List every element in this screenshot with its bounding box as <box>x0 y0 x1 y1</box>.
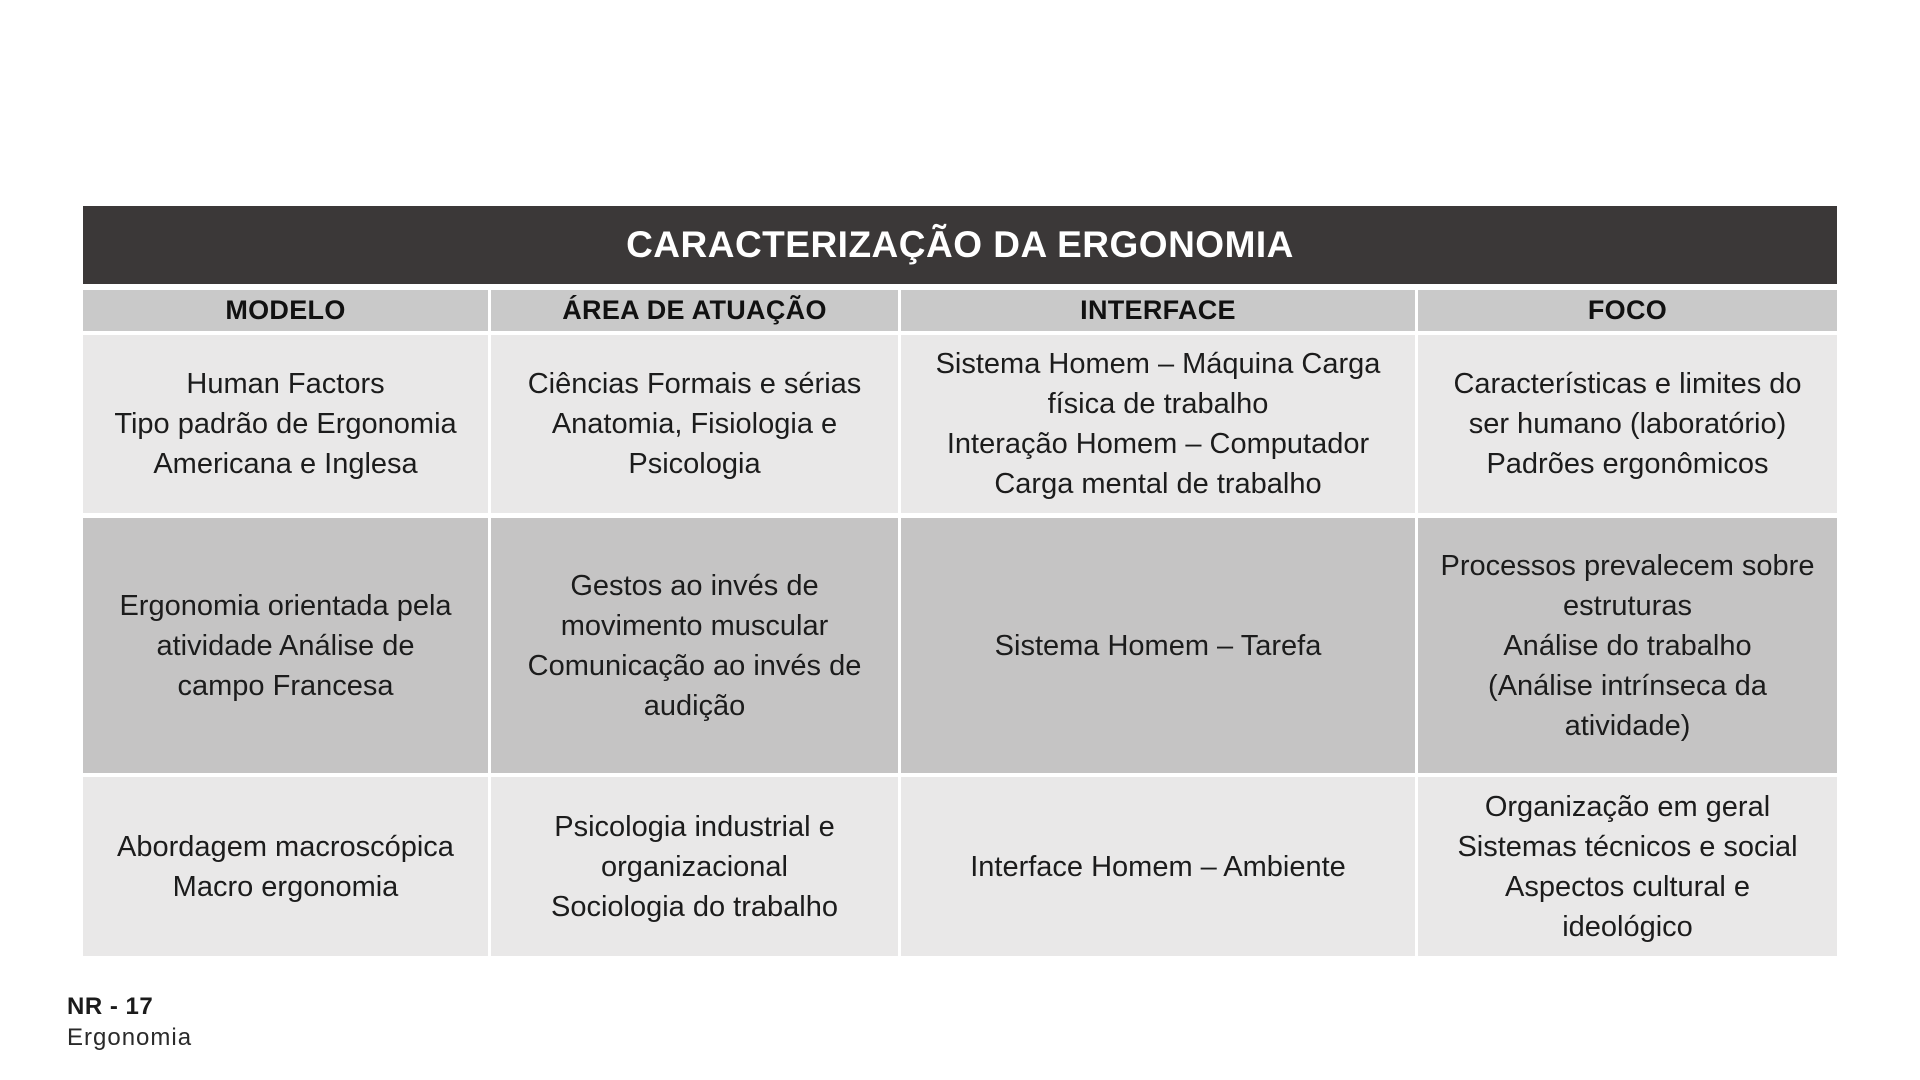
table-header-row: MODELO ÁREA DE ATUAÇÃO INTERFACE FOCO <box>83 290 1837 331</box>
cell-text: Gestos ao invés de movimento muscular Co… <box>527 569 862 722</box>
table-cell-foco: Características e limites do ser humano … <box>1418 335 1837 513</box>
cell-text: Abordagem macroscópica Macro ergonomia <box>117 830 454 903</box>
cell-text: Processos prevalecem sobre estruturas An… <box>1440 549 1815 742</box>
table-cell-area: Ciências Formais e sérias Anatomia, Fisi… <box>491 335 898 513</box>
table-row: Ergonomia orientada pela atividade Análi… <box>83 518 1837 773</box>
column-header-label: MODELO <box>225 295 346 325</box>
table-cell-interface: Sistema Homem – Tarefa <box>901 518 1415 773</box>
cell-text: Características e limites do ser humano … <box>1453 368 1802 480</box>
slide-footer: NR - 17 Ergonomia <box>67 992 192 1052</box>
table-cell-modelo: Human Factors Tipo padrão de Ergonomia A… <box>83 335 488 513</box>
footer-nr-label: NR - 17 <box>67 993 154 1020</box>
column-header-label: FOCO <box>1587 295 1668 325</box>
table-cell-modelo: Abordagem macroscópica Macro ergonomia <box>83 777 488 956</box>
table-cell-area: Gestos ao invés de movimento muscular Co… <box>491 518 898 773</box>
table-title: CARACTERIZAÇÃO DA ERGONOMIA <box>626 224 1294 265</box>
cell-text: Ergonomia orientada pela atividade Análi… <box>119 589 452 702</box>
table-row: Human Factors Tipo padrão de Ergonomia A… <box>83 335 1837 513</box>
footer-subtitle: Ergonomia <box>67 1024 193 1051</box>
cell-text: Psicologia industrial e organizacional S… <box>551 810 838 923</box>
table-row: Abordagem macroscópica Macro ergonomia P… <box>83 777 1837 956</box>
column-header-interface: INTERFACE <box>901 290 1415 331</box>
cell-text: Organização em geral Sistemas técnicos e… <box>1457 790 1798 943</box>
table-cell-interface: Interface Homem – Ambiente <box>901 777 1415 956</box>
cell-text: Human Factors Tipo padrão de Ergonomia A… <box>114 368 457 480</box>
column-header-area-de-atuacao: ÁREA DE ATUAÇÃO <box>491 290 898 331</box>
cell-text: Interface Homem – Ambiente <box>970 850 1346 883</box>
cell-text: Sistema Homem – Tarefa <box>994 629 1322 662</box>
table-cell-foco: Organização em geral Sistemas técnicos e… <box>1418 777 1837 956</box>
column-header-modelo: MODELO <box>83 290 488 331</box>
cell-text: Ciências Formais e sérias Anatomia, Fisi… <box>527 368 862 480</box>
cell-text: Sistema Homem – Máquina Carga física de … <box>935 348 1381 500</box>
column-header-label: ÁREA DE ATUAÇÃO <box>562 295 827 325</box>
table-cell-foco: Processos prevalecem sobre estruturas An… <box>1418 518 1837 773</box>
table-cell-interface: Sistema Homem – Máquina Carga física de … <box>901 335 1415 513</box>
column-header-foco: FOCO <box>1418 290 1837 331</box>
table-cell-area: Psicologia industrial e organizacional S… <box>491 777 898 956</box>
column-header-label: INTERFACE <box>1080 295 1236 325</box>
table-title-bar: CARACTERIZAÇÃO DA ERGONOMIA <box>83 206 1837 284</box>
table-cell-modelo: Ergonomia orientada pela atividade Análi… <box>83 518 488 773</box>
